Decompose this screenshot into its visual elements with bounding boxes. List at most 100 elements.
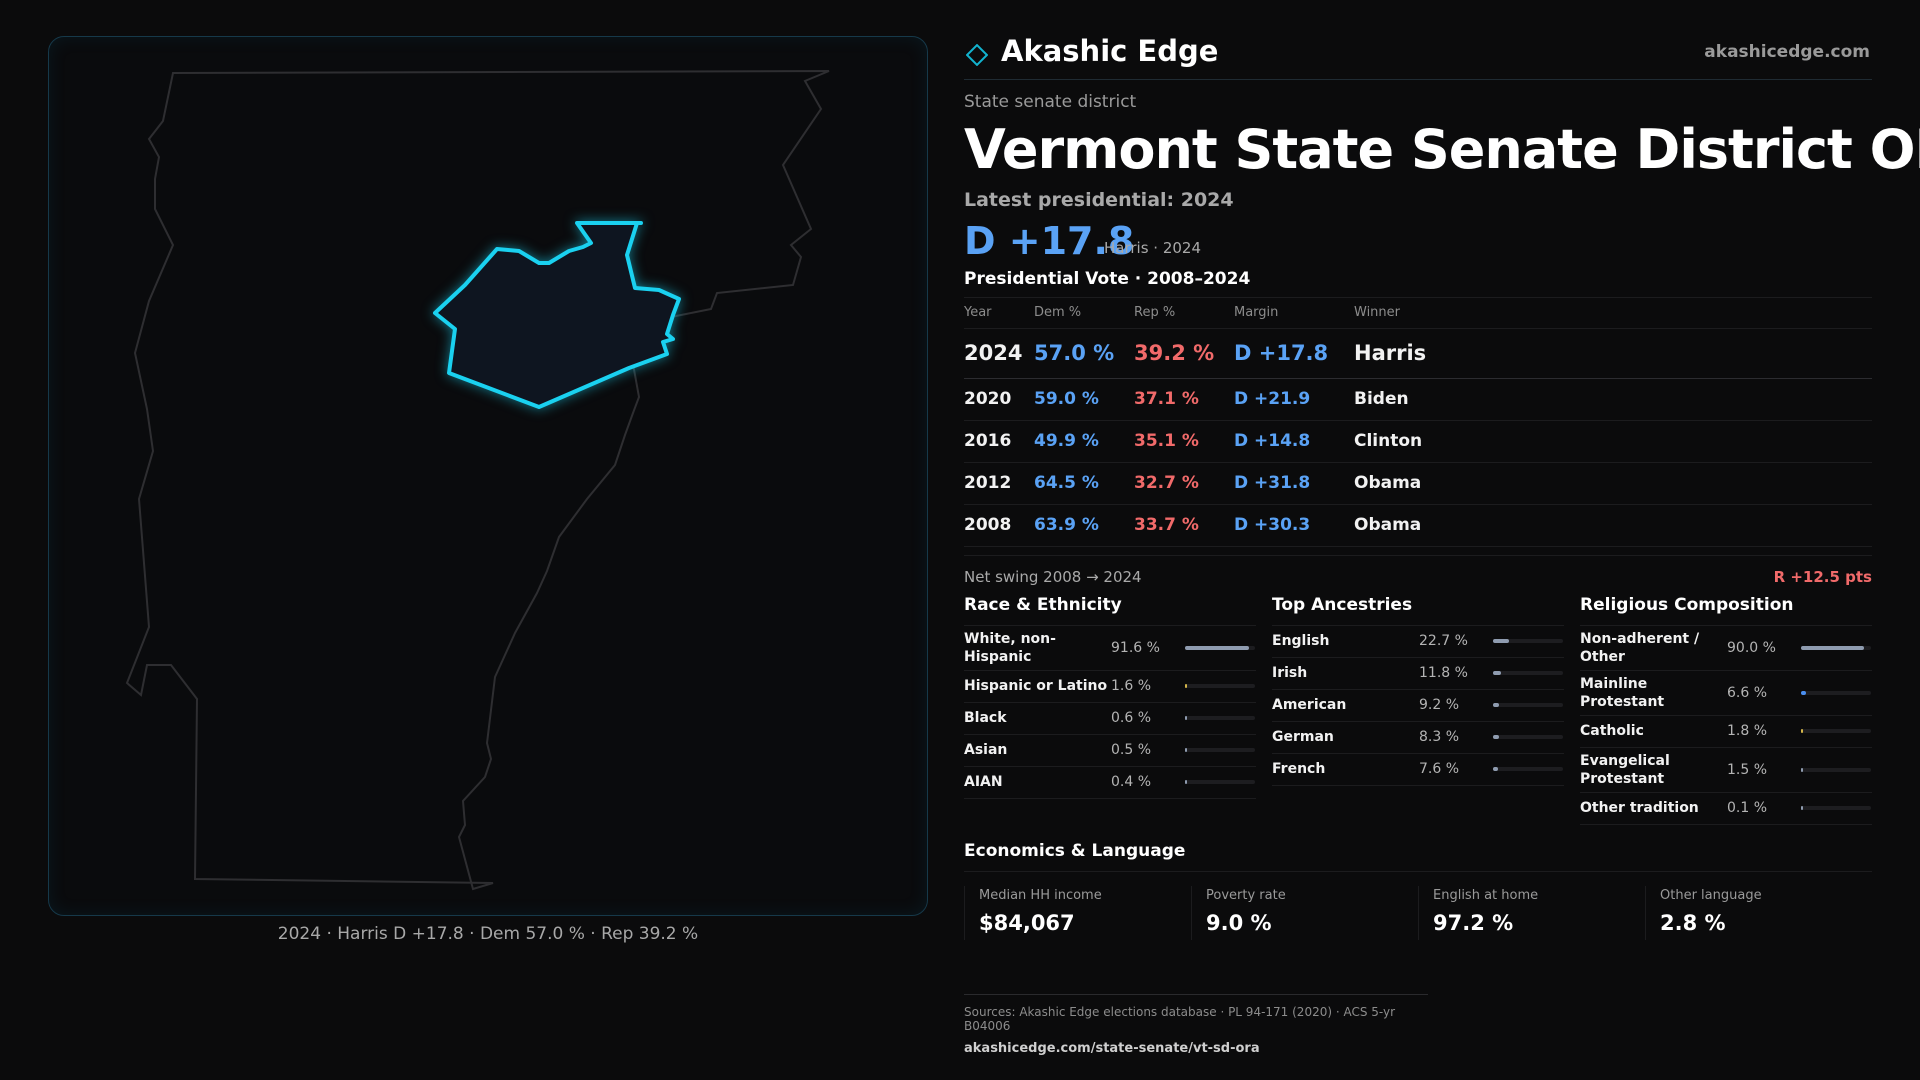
stat-median-income: Median HH income $84,067: [964, 885, 1191, 940]
economics-stats: Median HH income $84,067 Poverty rate 9.…: [964, 885, 1872, 940]
demo-pct: 91.6 %: [1111, 639, 1160, 656]
brand-name: Akashic Edge: [1001, 34, 1219, 68]
demo-label: Evangelical Protestant: [1580, 752, 1670, 787]
cell-rep: 32.7 %: [1134, 462, 1234, 505]
demo-row: AIAN 0.4 %: [964, 767, 1256, 799]
demo-pct: 1.5 %: [1727, 761, 1768, 778]
table-row: 2016 49.9 % 35.1 % D +14.8 Clinton: [964, 420, 1872, 463]
demo-bar-track: [1185, 716, 1255, 720]
cell-year: 2020: [964, 378, 1034, 421]
cell-winner: Obama: [1354, 462, 1872, 505]
demo-bar-fill: [1801, 767, 1803, 772]
demo-label: American: [1272, 697, 1347, 713]
stat-label: Median HH income: [979, 887, 1102, 903]
presidential-table: Year Dem % Rep % Margin Winner 2024 57.0…: [964, 298, 1872, 547]
stat-value: 2.8 %: [1660, 910, 1726, 935]
demo-row: Evangelical Protestant 1.5 %: [1580, 748, 1872, 793]
demo-bar-fill: [1801, 806, 1803, 810]
table-row: 2012 64.5 % 32.7 % D +31.8 Obama: [964, 462, 1872, 505]
latest-margin-sub: Harris · 2024: [1104, 239, 1202, 257]
stat-label: Poverty rate: [1206, 887, 1286, 903]
cell-dem: 49.9 %: [1034, 420, 1134, 463]
demo-pct: 0.6 %: [1111, 710, 1152, 726]
sources-text: Sources: Akashic Edge elections database…: [964, 1005, 1396, 1033]
demo-bar-track: [1801, 806, 1871, 810]
demo-bar-fill: [1493, 735, 1499, 739]
cell-year: 2012: [964, 462, 1034, 505]
demographics: Race & Ethnicity White, non-Hispanic 91.6…: [964, 595, 1872, 825]
stat-value: $84,067: [979, 910, 1075, 935]
ancestry-title: Top Ancestries: [1272, 595, 1564, 626]
demo-label: Black: [964, 710, 1007, 726]
cell-dem: 64.5 %: [1034, 462, 1134, 505]
col-year: Year: [964, 298, 1034, 329]
cell-dem: 63.9 %: [1034, 504, 1134, 547]
footer: Sources: Akashic Edge elections database…: [964, 994, 1428, 1056]
district-type: State senate district: [964, 92, 1137, 112]
demo-label: Catholic: [1580, 723, 1644, 739]
cell-year: 2016: [964, 420, 1034, 463]
table-row: 2024 57.0 % 39.2 % D +17.8 Harris: [964, 328, 1872, 379]
footer-url-link[interactable]: akashicedge.com/state-senate/vt-sd-ora: [964, 1041, 1260, 1056]
demo-pct: 0.5 %: [1111, 742, 1152, 758]
cell-winner: Harris: [1354, 328, 1872, 379]
demo-bar-track: [1493, 671, 1563, 675]
demo-pct: 11.8 %: [1419, 665, 1468, 681]
cell-winner: Obama: [1354, 504, 1872, 547]
stat-other-language: Other language 2.8 %: [1645, 885, 1872, 940]
demo-pct: 22.7 %: [1419, 633, 1468, 649]
demo-pct: 7.6 %: [1419, 761, 1460, 777]
cell-year: 2008: [964, 504, 1034, 547]
demo-bar-track: [1185, 780, 1255, 784]
demo-row: Other tradition 0.1 %: [1580, 793, 1872, 825]
cell-margin: D +31.8: [1234, 462, 1354, 505]
demo-pct: 0.1 %: [1727, 800, 1768, 816]
cell-winner: Biden: [1354, 378, 1872, 421]
cell-margin: D +17.8: [1234, 328, 1354, 379]
demo-label: Hispanic or Latino: [964, 678, 1108, 694]
demo-bar-fill: [1185, 748, 1187, 752]
demo-pct: 1.8 %: [1727, 723, 1768, 739]
demo-bar-track: [1493, 735, 1563, 739]
col-margin: Margin: [1234, 298, 1354, 329]
demo-bar-fill: [1185, 645, 1250, 650]
demo-bar-track: [1493, 703, 1563, 707]
demo-bar-fill: [1185, 684, 1187, 688]
cell-rep: 39.2 %: [1134, 328, 1234, 379]
demo-pct: 6.6 %: [1727, 684, 1768, 701]
cell-winner: Clinton: [1354, 420, 1872, 463]
demo-bar-fill: [1801, 645, 1864, 650]
demo-row: Mainline Protestant 6.6 %: [1580, 671, 1872, 716]
demo-row: Irish 11.8 %: [1272, 658, 1564, 690]
demo-row: English 22.7 %: [1272, 626, 1564, 658]
col-rep: Rep %: [1134, 298, 1234, 329]
demo-label: German: [1272, 729, 1334, 745]
district-outline[interactable]: [433, 221, 681, 409]
religion-title: Religious Composition: [1580, 595, 1872, 626]
info-panel: Akashic Edge akashicedge.com State senat…: [964, 30, 1920, 940]
demo-bar-fill: [1801, 690, 1806, 695]
demo-row: American 9.2 %: [1272, 690, 1564, 722]
net-swing-value: R +12.5 pts: [1773, 567, 1872, 586]
cell-margin: D +30.3: [1234, 504, 1354, 547]
demo-pct: 1.6 %: [1111, 678, 1152, 694]
demo-row: White, non-Hispanic 91.6 %: [964, 626, 1256, 671]
cell-rep: 35.1 %: [1134, 420, 1234, 463]
net-swing-label: Net swing 2008 → 2024: [964, 567, 1142, 586]
demo-label: French: [1272, 761, 1326, 777]
demo-row: Asian 0.5 %: [964, 735, 1256, 767]
stat-label: English at home: [1433, 887, 1539, 903]
net-swing: Net swing 2008 → 2024 R +12.5 pts: [964, 554, 1872, 589]
col-winner: Winner: [1354, 298, 1872, 329]
latest-presidential-label: Latest presidential: 2024: [964, 189, 1234, 211]
demo-row: Catholic 1.8 %: [1580, 716, 1872, 748]
demo-bar-fill: [1493, 639, 1509, 643]
demo-pct: 9.2 %: [1419, 697, 1460, 713]
district-map[interactable]: [49, 37, 929, 917]
table-row: 2008 63.9 % 33.7 % D +30.3 Obama: [964, 504, 1872, 547]
map-panel[interactable]: [48, 36, 928, 916]
brand-url-link[interactable]: akashicedge.com: [1704, 42, 1870, 62]
demo-bar-track: [1801, 767, 1871, 772]
demo-row: Black 0.6 %: [964, 703, 1256, 735]
demo-bar-fill: [1185, 780, 1187, 784]
